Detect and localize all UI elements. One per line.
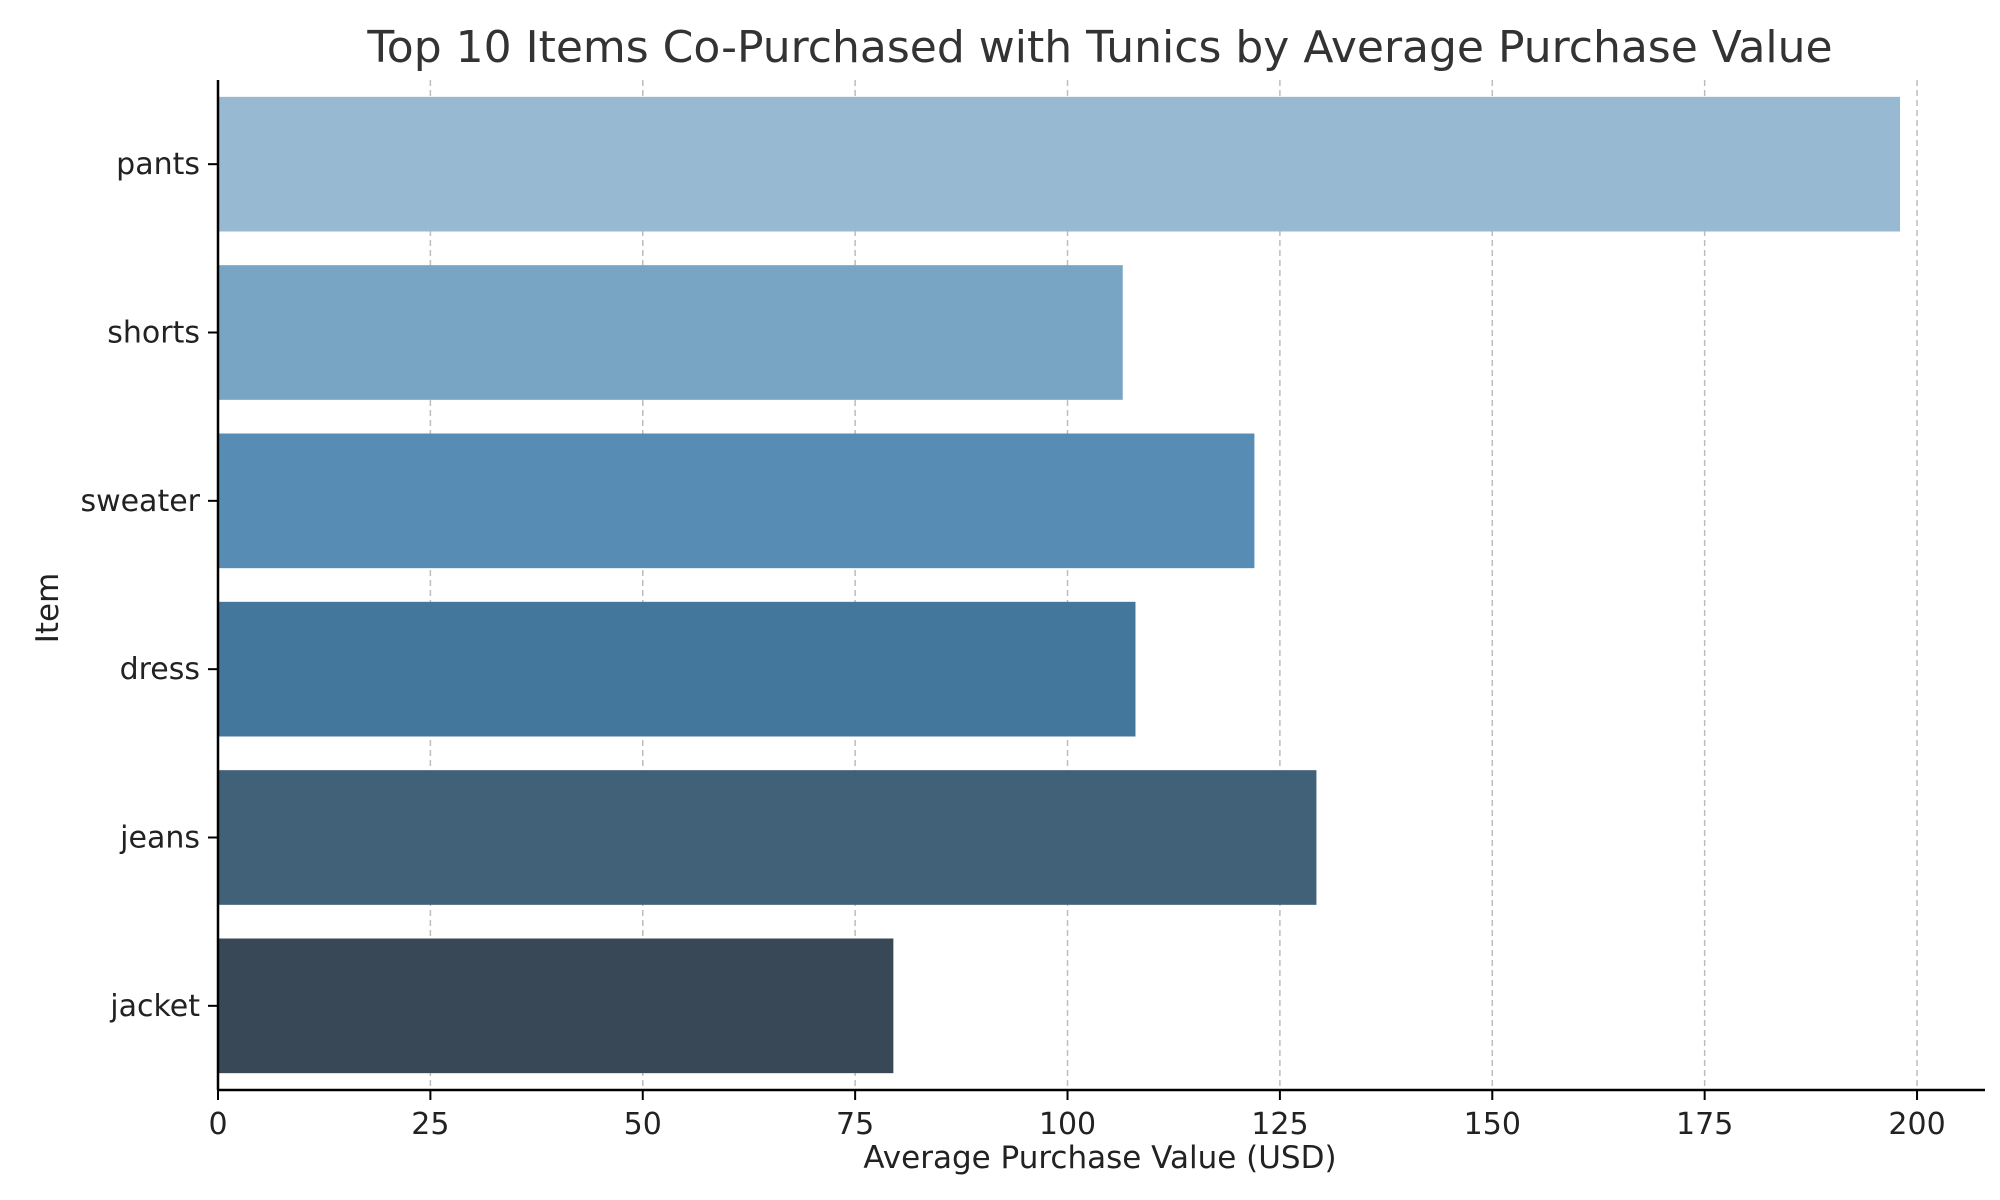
y-tick-label-shorts: shorts: [107, 316, 200, 351]
y-axis-label: Item: [30, 573, 66, 644]
y-tick-label-jacket: jacket: [109, 989, 200, 1024]
bars: [218, 96, 1901, 1074]
x-axis-label: Average Purchase Value (USD): [863, 1140, 1336, 1176]
x-tick-label-2: 50: [624, 1107, 662, 1142]
chart-title: Top 10 Items Co-Purchased with Tunics by…: [366, 22, 1832, 73]
x-tick-label-0: 0: [208, 1107, 227, 1142]
bar-shorts: [218, 265, 1123, 400]
y-tick-label-pants: pants: [116, 147, 200, 182]
axes: [216, 80, 1985, 1092]
bar-pants: [218, 96, 1901, 232]
bar-sweater: [218, 433, 1255, 569]
x-tick-label-3: 75: [836, 1107, 874, 1142]
bar-jeans: [218, 770, 1317, 905]
y-tick-label-dress: dress: [120, 652, 200, 687]
grid-lines: [217, 80, 1918, 1090]
x-tick-label-5: 125: [1251, 1107, 1308, 1142]
x-tick-label-7: 175: [1676, 1107, 1733, 1142]
y-tick-label-sweater: sweater: [80, 484, 200, 519]
x-tick-label-8: 200: [1888, 1107, 1945, 1142]
bar-dress: [218, 601, 1136, 737]
y-tick-label-jeans: jeans: [119, 821, 200, 856]
x-tick-label-6: 150: [1464, 1107, 1521, 1142]
x-tick-label-4: 100: [1039, 1107, 1096, 1142]
x-ticks: 0 25 50 75 100 125 150 175 200: [208, 1090, 1946, 1142]
x-tick-label-1: 25: [411, 1107, 449, 1142]
y-ticks: pants shorts sweater dress jeans jacket: [80, 147, 218, 1024]
bar-jacket: [218, 938, 894, 1074]
